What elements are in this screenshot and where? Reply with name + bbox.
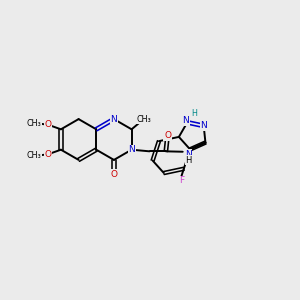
Text: O: O	[110, 170, 117, 179]
Text: O: O	[45, 120, 52, 129]
Text: O: O	[45, 150, 52, 159]
Text: N: N	[111, 115, 117, 124]
Text: CH₃: CH₃	[27, 151, 41, 160]
Text: N: N	[182, 116, 189, 125]
Text: CH₃: CH₃	[27, 119, 41, 128]
Text: H: H	[191, 110, 197, 118]
Text: N: N	[128, 145, 135, 154]
Text: H: H	[185, 156, 191, 165]
Text: F: F	[179, 176, 184, 185]
Text: O: O	[164, 131, 171, 140]
Text: N: N	[185, 150, 192, 159]
Text: CH₃: CH₃	[137, 115, 152, 124]
Text: N: N	[200, 122, 207, 130]
